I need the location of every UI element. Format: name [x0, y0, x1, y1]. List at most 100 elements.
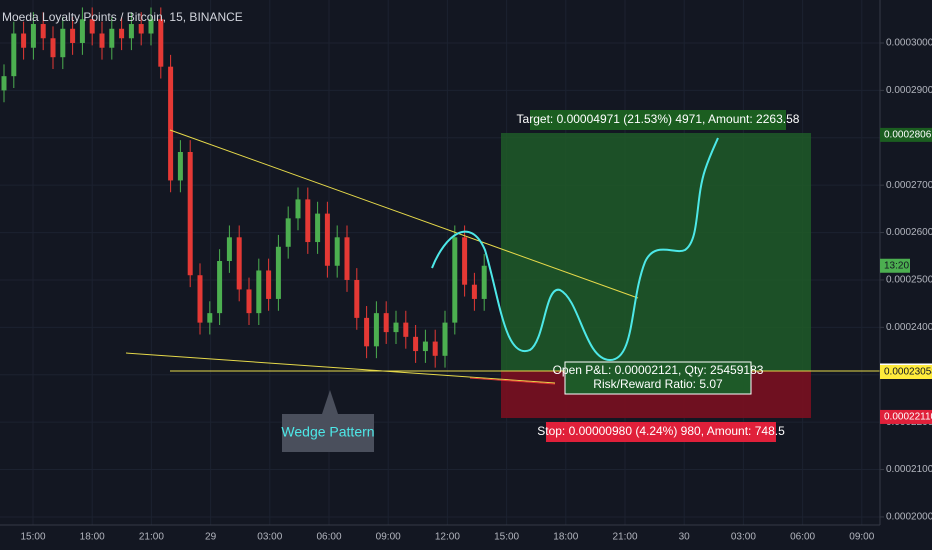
target-label-box — [530, 110, 786, 130]
candle-body — [413, 336, 419, 352]
wedge-callout — [282, 390, 374, 452]
candle-body — [334, 237, 340, 266]
candle-body — [315, 213, 321, 243]
candle-body — [30, 24, 36, 48]
candle-body — [128, 24, 134, 39]
stop-line — [469, 377, 556, 385]
candle-body — [393, 322, 399, 333]
candle-body — [217, 261, 223, 314]
candle-body — [50, 38, 56, 58]
candle-body — [275, 246, 281, 299]
price-badge — [880, 409, 932, 424]
candle-body — [471, 284, 477, 299]
candle-body — [119, 28, 125, 39]
stop-label-box — [546, 422, 776, 442]
x-tick-label: 15:00 — [20, 532, 45, 543]
x-tick-label: 03:00 — [257, 532, 282, 543]
x-tick-label: 09:00 — [849, 532, 874, 543]
candle-body — [138, 24, 144, 34]
candle-body — [1, 76, 7, 91]
stop-label: Stop: 0.00000980 (4.24%) 980, Amount: 74… — [537, 424, 785, 438]
rr-label: Risk/Reward Ratio: 5.07 — [593, 377, 723, 391]
candle-body — [187, 151, 193, 276]
candle-body — [246, 289, 252, 314]
countdown-label: 13:20 — [884, 260, 909, 271]
pnl-box — [564, 361, 752, 395]
wedge-label: Wedge Pattern — [281, 424, 374, 440]
candle-body — [481, 265, 487, 299]
candle-body — [207, 313, 213, 323]
x-tick-label: 06:00 — [316, 532, 341, 543]
candle-body — [11, 33, 17, 77]
candle-body — [442, 322, 448, 356]
candle-body — [403, 322, 409, 337]
price-badge — [880, 365, 932, 380]
x-tick-label: 30 — [679, 532, 691, 543]
candle-body — [256, 270, 262, 314]
x-tick-label: 29 — [205, 532, 217, 543]
candle-body — [324, 213, 330, 266]
candle-body — [422, 341, 428, 352]
price-badge — [880, 127, 932, 142]
x-tick-label: 03:00 — [731, 532, 756, 543]
price-badge-label: 0.00023058 — [884, 367, 932, 378]
axes: 0.000300000.000290000.000280000.00027000… — [20, 38, 932, 543]
candle-body — [197, 275, 203, 323]
candle-body — [354, 279, 360, 318]
x-tick-label: 12:00 — [435, 532, 460, 543]
projection-curve — [431, 137, 719, 362]
price-badge-label: 0.00022110 — [884, 412, 932, 423]
price-badge-label: 0.00028061 — [884, 130, 932, 141]
candle-body — [21, 33, 27, 48]
candle-body — [168, 66, 174, 181]
candle-body — [462, 237, 468, 285]
candle-body — [295, 199, 301, 219]
candle-body — [432, 341, 438, 356]
candle-body — [148, 19, 154, 34]
candle-body — [40, 24, 46, 39]
pnl-label: Open P&L: 0.00002121, Qty: 25459183 — [553, 363, 764, 377]
countdown-badge — [880, 258, 910, 273]
candle-body — [177, 151, 183, 181]
target-label: Target: 0.00004971 (21.53%) 4971, Amount… — [517, 112, 800, 126]
candle-body — [99, 33, 105, 48]
candle-body — [373, 313, 379, 347]
target-zone — [501, 133, 811, 371]
x-tick-label: 06:00 — [790, 532, 815, 543]
candle-body — [60, 28, 66, 58]
candle-body — [344, 237, 350, 280]
candle-body — [109, 28, 115, 48]
chart-title: Moeda Loyalty Points / Bitcoin, 15, BINA… — [2, 10, 243, 24]
x-tick-label: 21:00 — [139, 532, 164, 543]
candle-body — [305, 199, 311, 243]
candle-body — [89, 19, 95, 34]
lower-trendline — [125, 352, 556, 384]
candle-body — [266, 270, 272, 299]
candle-body — [158, 19, 164, 67]
upper-trendline — [169, 129, 639, 299]
y-tick-label: 0.00020000 — [886, 512, 932, 523]
candle-body — [226, 237, 232, 262]
x-tick-label: 15:00 — [494, 532, 519, 543]
candle-body — [364, 317, 370, 347]
candle-body — [452, 237, 458, 323]
x-tick-label: 09:00 — [376, 532, 401, 543]
candle-body — [79, 19, 85, 43]
candles — [1, 7, 487, 368]
x-tick-label: 21:00 — [612, 532, 637, 543]
candle-body — [70, 28, 76, 43]
x-tick-label: 18:00 — [553, 532, 578, 543]
candle-body — [383, 313, 389, 333]
candle-body — [236, 237, 242, 290]
x-tick-label: 18:00 — [80, 532, 105, 543]
candle-body — [285, 218, 291, 247]
